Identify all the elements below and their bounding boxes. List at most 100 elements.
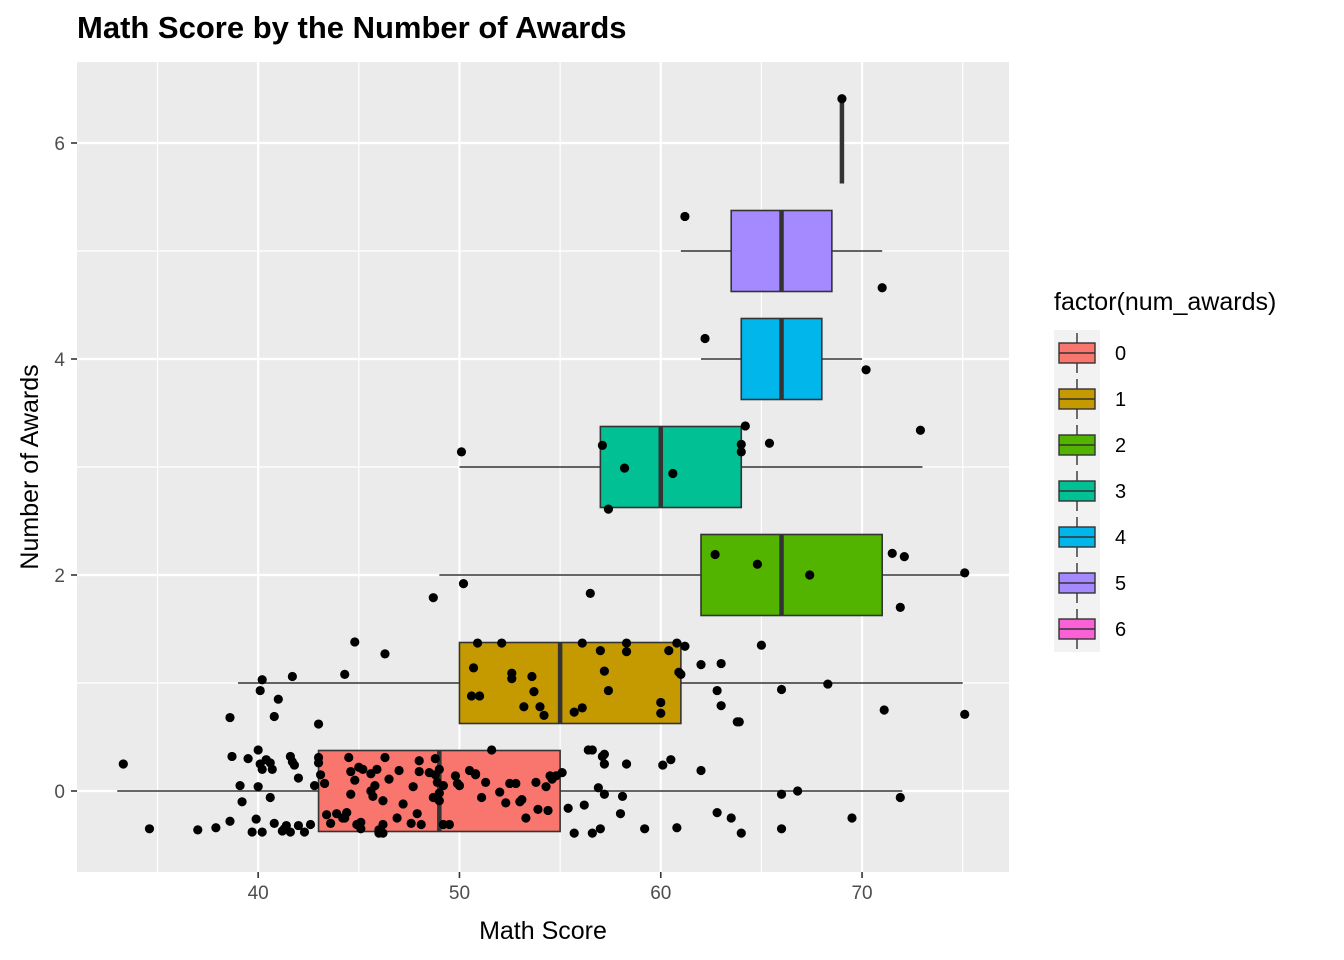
data-point — [350, 775, 360, 785]
data-point — [481, 777, 491, 787]
data-point — [358, 764, 368, 775]
legend-label-1: 1 — [1115, 389, 1126, 411]
legend: factor(num_awards) 0 1 2 3 4 5 6 — [1054, 288, 1276, 652]
data-point — [299, 827, 310, 837]
chart-title: Math Score by the Number of Awards — [77, 10, 627, 45]
data-point — [712, 808, 722, 818]
data-point — [346, 789, 356, 799]
data-point — [380, 752, 390, 763]
data-point — [356, 824, 366, 834]
x-tick-label: 40 — [248, 883, 269, 904]
data-point — [398, 799, 408, 809]
data-point — [313, 758, 324, 768]
data-point — [501, 798, 511, 808]
data-point — [569, 707, 579, 717]
data-point — [640, 824, 650, 834]
data-point — [587, 745, 597, 755]
data-point — [356, 817, 366, 827]
data-point — [676, 669, 686, 679]
x-tick-label: 70 — [851, 883, 872, 904]
data-point — [370, 781, 380, 791]
data-point — [322, 810, 332, 820]
data-point — [764, 438, 775, 448]
data-point — [593, 783, 603, 793]
data-point — [477, 792, 487, 803]
data-point — [144, 824, 155, 834]
box-2 — [700, 533, 883, 617]
data-point — [752, 559, 762, 569]
x-tick-label: 60 — [650, 883, 671, 904]
data-point — [380, 649, 390, 659]
data-point — [847, 813, 857, 823]
data-point — [458, 579, 469, 589]
data-point — [251, 814, 261, 824]
data-point — [756, 640, 767, 650]
data-point — [960, 568, 970, 578]
y-axis-title: Number of Awards — [16, 364, 44, 569]
data-point — [466, 691, 477, 701]
data-point — [895, 792, 905, 803]
data-point — [313, 719, 324, 729]
data-point — [734, 717, 744, 727]
data-point — [253, 745, 263, 755]
data-point — [227, 751, 237, 762]
data-point — [118, 759, 128, 769]
data-point — [507, 674, 517, 684]
legend-label-0: 0 — [1115, 343, 1126, 365]
data-point — [450, 771, 461, 781]
data-point — [430, 754, 440, 764]
legend-label-4: 4 — [1115, 527, 1126, 549]
data-point — [414, 766, 424, 777]
data-point — [599, 789, 609, 799]
data-point — [344, 752, 354, 763]
data-point — [287, 671, 297, 682]
data-point — [776, 789, 787, 799]
data-point — [305, 819, 316, 830]
data-point — [309, 781, 320, 791]
data-point — [340, 669, 350, 679]
y-tick-label: 0 — [54, 782, 65, 803]
legend-title: factor(num_awards) — [1054, 288, 1276, 316]
legend-label-3: 3 — [1115, 481, 1126, 503]
data-point — [595, 824, 605, 834]
data-point — [444, 819, 454, 830]
data-point — [577, 638, 587, 648]
data-point — [408, 782, 418, 792]
data-point — [414, 756, 424, 766]
y-axis: 0 2 4 6 — [54, 134, 77, 803]
data-point — [579, 800, 589, 810]
data-point — [603, 504, 614, 514]
data-point — [265, 792, 275, 803]
data-point — [326, 818, 336, 829]
data-point — [740, 421, 750, 431]
data-point — [887, 548, 897, 559]
data-point — [585, 588, 595, 598]
data-point — [225, 816, 235, 826]
data-point — [434, 788, 444, 798]
data-point — [716, 658, 726, 669]
data-point — [527, 671, 537, 682]
data-point — [511, 778, 521, 789]
data-point — [700, 333, 710, 344]
data-point — [253, 782, 263, 792]
data-point — [617, 791, 628, 802]
data-point — [392, 813, 402, 823]
data-point — [899, 552, 909, 562]
data-point — [269, 711, 279, 722]
data-point — [243, 754, 253, 764]
data-point — [621, 638, 632, 648]
data-point — [710, 549, 720, 560]
data-point — [861, 365, 871, 375]
data-point — [225, 712, 235, 723]
data-point — [211, 823, 221, 833]
data-point — [535, 702, 545, 712]
data-point — [406, 818, 416, 829]
data-point — [793, 786, 803, 796]
data-point — [656, 697, 666, 708]
data-point — [434, 764, 444, 775]
data-point — [257, 827, 267, 837]
data-point — [497, 638, 507, 648]
data-point — [378, 796, 388, 806]
data-point — [285, 827, 295, 837]
